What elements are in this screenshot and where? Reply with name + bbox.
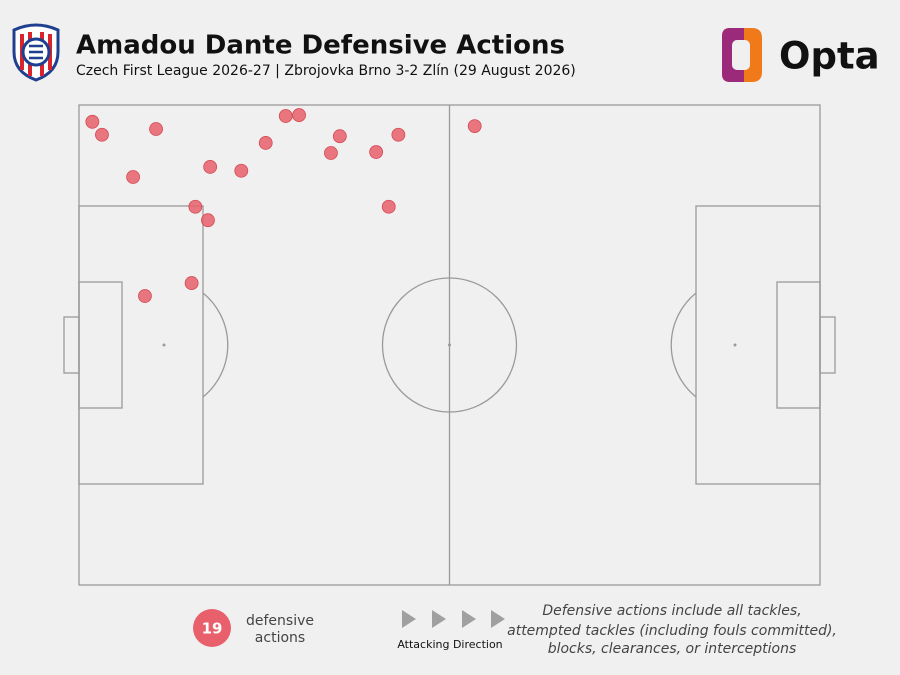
- defensive-action: [234, 163, 249, 178]
- defensive-action: [391, 127, 406, 142]
- pitch: [63, 104, 836, 586]
- direction-label: Attacking Direction: [397, 638, 502, 651]
- defensive-action: [201, 213, 215, 228]
- defensive-action: [467, 119, 482, 134]
- defensive-action: [381, 199, 396, 214]
- penalty-spot: [733, 343, 737, 347]
- defensive-action: [138, 289, 152, 303]
- centre-circle: [381, 277, 518, 413]
- pitch-box: [63, 316, 80, 374]
- defensive-action: [203, 160, 218, 174]
- chart-title: Amadou Dante Defensive Actions: [76, 31, 565, 61]
- brand-logo: [722, 28, 762, 82]
- marks: [85, 108, 482, 303]
- note: blocks, clearances, or interceptions: [548, 641, 797, 657]
- note: attempted tackles (including fouls commi…: [507, 623, 837, 639]
- brand-name: Opta: [779, 35, 880, 78]
- defensive-action: [369, 145, 384, 159]
- defensive-action: [184, 276, 199, 290]
- defensive-action: [149, 122, 163, 136]
- penalty-spot: [162, 343, 166, 347]
- pitch-box: [819, 316, 836, 374]
- note: Defensive actions include all tackles,: [542, 603, 801, 619]
- defensive-action: [258, 136, 273, 150]
- defensive-action: [95, 127, 109, 142]
- penalty-arc: [670, 292, 697, 398]
- chart-subtitle: Czech First League 2026-27 | Zbrojovka B…: [76, 63, 576, 79]
- defensive-action: [332, 129, 347, 144]
- club-badge: [12, 23, 60, 82]
- defensive-action: [278, 109, 293, 123]
- count-value: 19: [202, 620, 223, 638]
- defensive-action: [324, 146, 338, 160]
- defensive-action: [292, 108, 306, 122]
- count-label: actions: [255, 630, 305, 646]
- defensive-action: [85, 114, 100, 129]
- direction-arrows: [402, 610, 505, 628]
- count-badge: [193, 609, 231, 647]
- defensive-action: [126, 170, 140, 184]
- defensive-action: [188, 199, 203, 214]
- count-label: defensive: [246, 613, 314, 629]
- centre-spot: [448, 343, 451, 347]
- penalty-arc: [202, 292, 229, 398]
